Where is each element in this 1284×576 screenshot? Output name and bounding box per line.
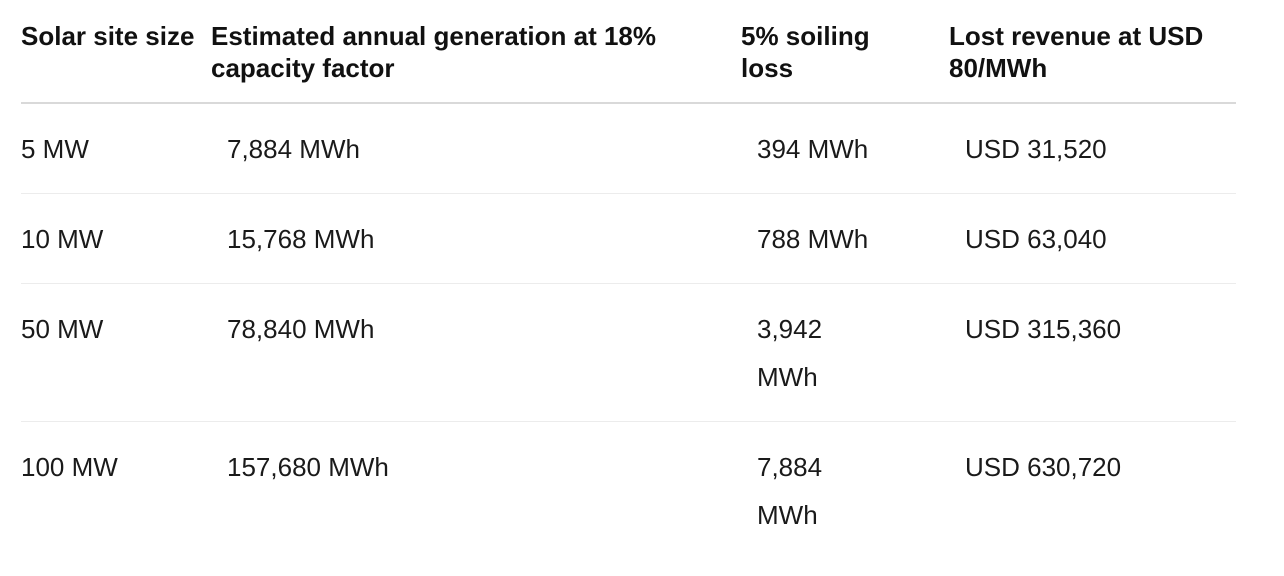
column-header-site-size: Solar site size (21, 18, 211, 104)
soiling-loss-table: Solar site size Estimated annual generat… (21, 18, 1236, 559)
cell-soiling-loss: 7,884 MWh (757, 452, 823, 530)
column-header-soiling-loss: 5% soiling loss (741, 18, 949, 104)
cell-lost-revenue: USD 630,720 (965, 452, 1122, 482)
column-header-lost-revenue: Lost revenue at USD 80/MWh (949, 18, 1236, 104)
cell-annual-generation: 7,884 MWh (211, 103, 741, 194)
cell-soiling-loss: 788 MWh (741, 193, 949, 284)
soiling-loss-table-container: Solar site size Estimated annual generat… (21, 18, 1236, 559)
cell-soiling-loss: 394 MWh (741, 103, 949, 194)
cell-site-size: 100 MW (21, 452, 118, 482)
cell-site-size: 5 MW (21, 103, 211, 194)
cell-site-size: 50 MW (21, 283, 211, 422)
cell-lost-revenue: USD 63,040 (949, 193, 1236, 284)
cell-soiling-loss: 3,942 MWh (741, 283, 949, 422)
cell-annual-generation: 78,840 MWh (211, 283, 741, 422)
cell-annual-generation: 157,680 MWh (227, 452, 389, 482)
table-row: 10 MW 15,768 MWh 788 MWh USD 63,040 (21, 193, 1236, 284)
column-header-annual-generation: Estimated annual generation at 18% capac… (211, 18, 741, 104)
table-row: 100 MW 157,680 MWh 7,884 MWh USD 630,720 (21, 422, 1236, 560)
table-row: 5 MW 7,884 MWh 394 MWh USD 31,520 (21, 103, 1236, 194)
cell-site-size: 10 MW (21, 193, 211, 284)
table-header: Solar site size Estimated annual generat… (21, 18, 1236, 104)
table-body: 5 MW 7,884 MWh 394 MWh USD 31,520 10 MW … (21, 103, 1236, 559)
cell-lost-revenue: USD 31,520 (949, 103, 1236, 194)
header-row: Solar site size Estimated annual generat… (21, 18, 1236, 104)
table-row: 50 MW 78,840 MWh 3,942 MWh USD 315,360 (21, 283, 1236, 422)
cell-annual-generation: 15,768 MWh (211, 193, 741, 284)
cell-lost-revenue: USD 315,360 (949, 283, 1236, 422)
